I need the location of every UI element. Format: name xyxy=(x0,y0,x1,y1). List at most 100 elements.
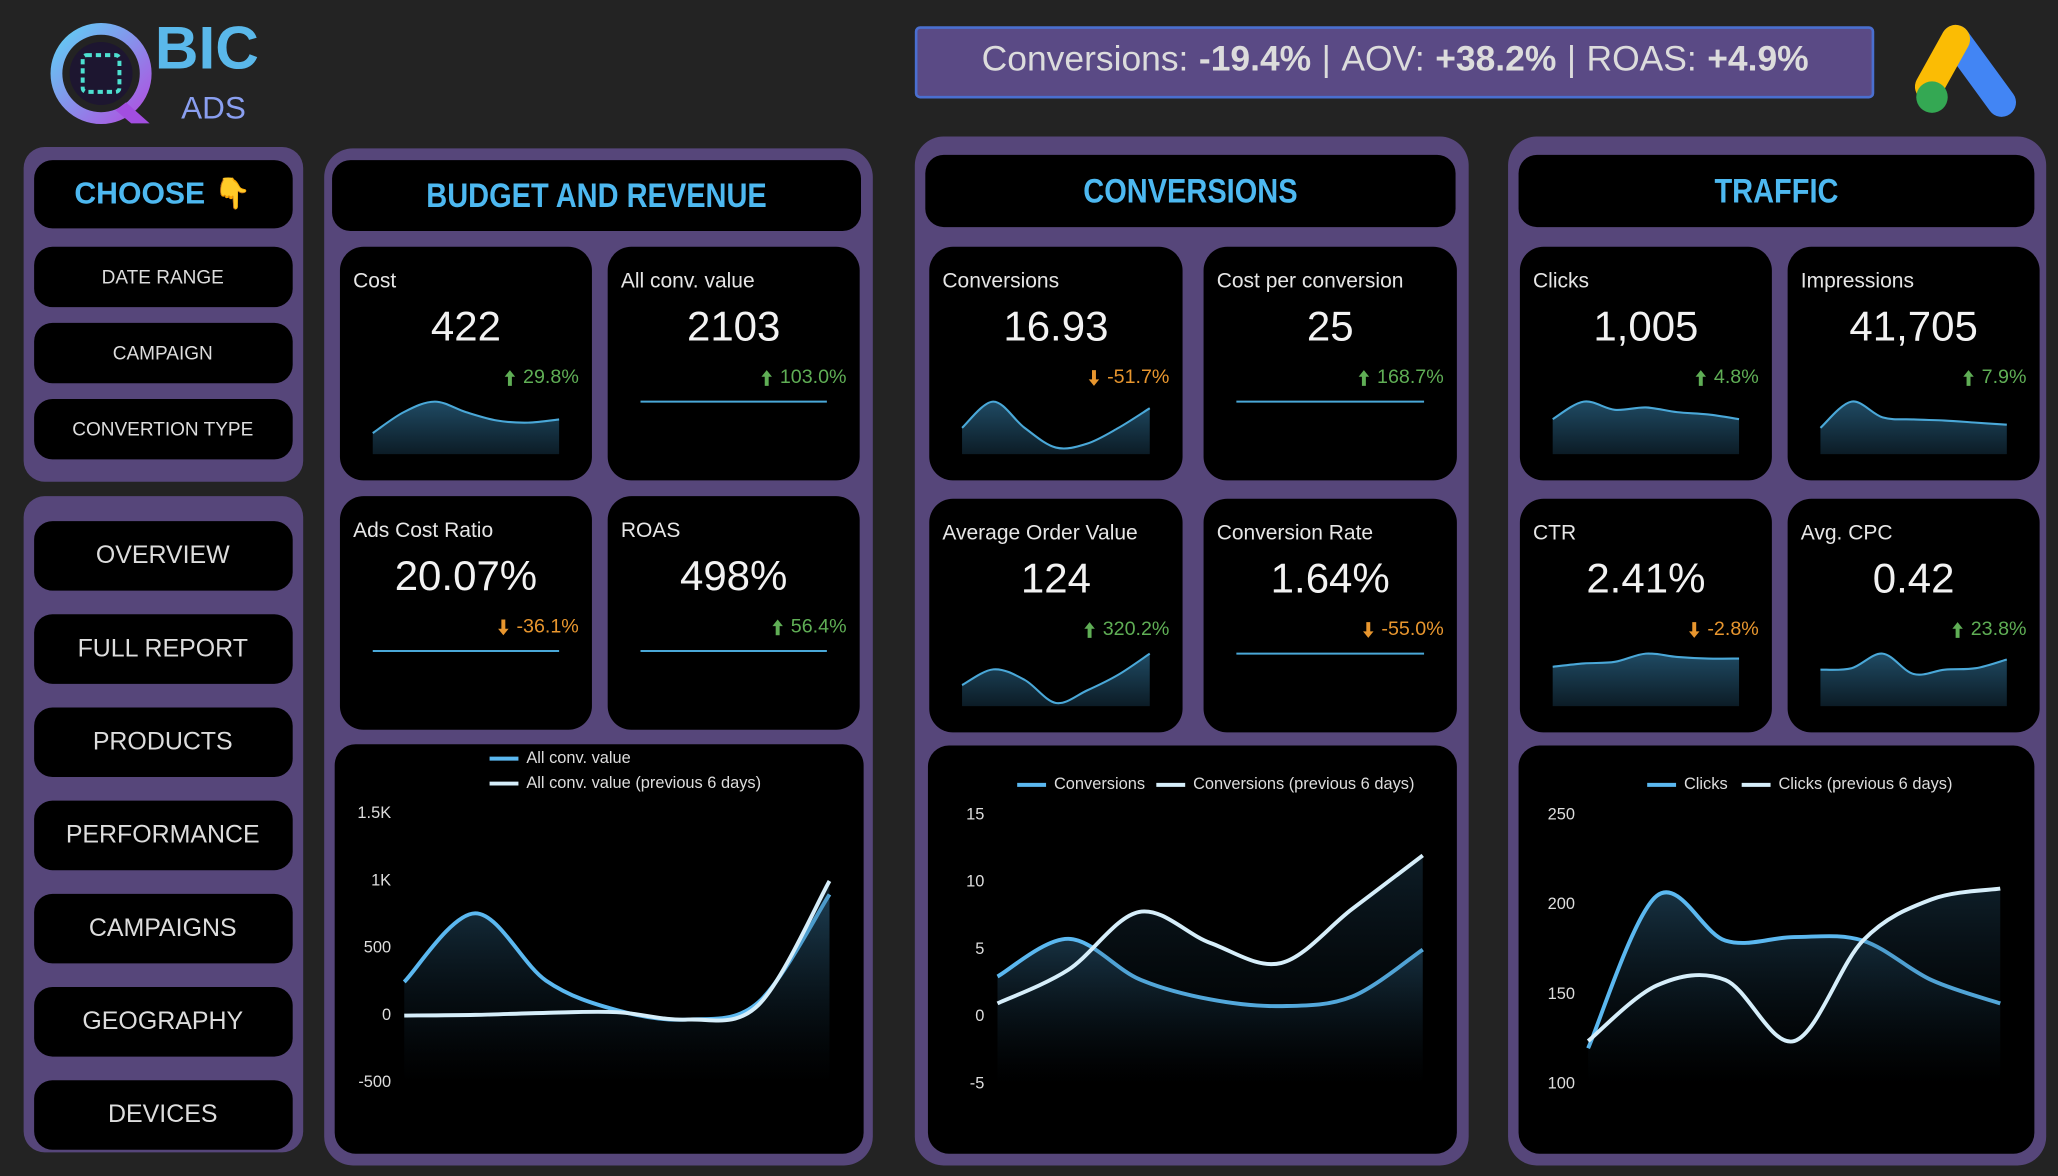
section-title: TRAFFIC xyxy=(1714,171,1838,210)
kpi-change: -36.1% xyxy=(516,616,578,638)
kpi-label: Cost xyxy=(353,270,396,293)
y-tick-label: 250 xyxy=(1548,805,1575,823)
choose-title: CHOOSE 👇 xyxy=(74,177,251,212)
filter-panel xyxy=(23,147,304,482)
nav-button[interactable] xyxy=(34,893,293,964)
nav-button[interactable] xyxy=(34,707,293,777)
choose-box xyxy=(34,160,293,229)
y-tick-label: 500 xyxy=(364,939,391,957)
nav-button[interactable] xyxy=(34,1080,293,1150)
kpi-change: 56.4% xyxy=(791,616,847,638)
kpi-change: 4.8% xyxy=(1714,366,1759,388)
banner-value: -19.4% xyxy=(1199,39,1311,79)
nav-label[interactable]: FULL REPORT xyxy=(78,634,248,662)
nav-button[interactable] xyxy=(34,800,293,871)
nav-button[interactable] xyxy=(34,521,293,591)
series-line xyxy=(1586,886,2001,1044)
y-tick-label: -5 xyxy=(970,1074,985,1092)
kpi-label: Average Order Value xyxy=(942,522,1137,545)
kpi-value: 1.64% xyxy=(1271,555,1390,602)
series-line xyxy=(404,880,832,1023)
section-title: CONVERSIONS xyxy=(1083,171,1297,210)
kpi-label: Ads Cost Ratio xyxy=(353,519,493,542)
y-tick-label: 1.5K xyxy=(357,804,391,822)
nav-label[interactable]: OVERVIEW xyxy=(96,541,230,569)
kpi-label: CTR xyxy=(1533,522,1576,545)
filter-label[interactable]: CONVERTION TYPE xyxy=(72,420,253,441)
kpi-value: 41,705 xyxy=(1849,303,1977,350)
legend-label: All conv. value (previous 6 days) xyxy=(526,774,761,792)
legend-label: Clicks xyxy=(1684,775,1728,793)
banner-value: +4.9% xyxy=(1707,39,1808,79)
nav-label[interactable]: PERFORMANCE xyxy=(66,821,260,849)
filter-button[interactable] xyxy=(34,322,293,384)
kpi-change: -51.7% xyxy=(1107,366,1169,388)
banner-value: +38.2% xyxy=(1435,39,1556,79)
change-arrow xyxy=(772,619,783,636)
kpi-value: 0.42 xyxy=(1873,555,1955,602)
separator: | xyxy=(1322,39,1331,79)
kpi-label: Conversions xyxy=(942,270,1059,293)
change-arrow xyxy=(1695,370,1707,386)
change-arrow xyxy=(761,370,772,386)
y-tick-label: 150 xyxy=(1548,985,1575,1003)
kpi-label: Conversion Rate xyxy=(1217,522,1373,545)
series-area xyxy=(997,855,1423,1085)
kpi-value: 2103 xyxy=(687,303,780,350)
filter-label[interactable]: DATE RANGE xyxy=(102,267,224,288)
kpi-change: 29.8% xyxy=(523,366,579,388)
kpi-value: 20.07% xyxy=(395,552,537,599)
sparkline-area xyxy=(962,401,1150,455)
kpi-label: ROAS xyxy=(621,519,681,542)
change-arrow xyxy=(498,619,509,636)
sparkline-area xyxy=(372,401,560,455)
kpi-card xyxy=(1203,246,1457,481)
separator: | xyxy=(1567,39,1576,79)
nav-label[interactable]: CAMPAIGNS xyxy=(89,914,237,942)
y-tick-label: 200 xyxy=(1548,895,1575,913)
legend-label: Clicks (previous 6 days) xyxy=(1778,775,1952,793)
kpi-label: Impressions xyxy=(1801,270,1914,293)
change-arrow xyxy=(1084,622,1095,638)
banner-label: Conversions: xyxy=(982,39,1189,79)
kpi-change: -2.8% xyxy=(1707,618,1758,640)
kpi-label: Cost per conversion xyxy=(1217,270,1404,293)
y-tick-label: 0 xyxy=(382,1006,391,1024)
kpi-label: Clicks xyxy=(1533,270,1589,293)
change-arrow xyxy=(1963,370,1974,386)
filter-button[interactable] xyxy=(34,399,293,460)
series-area xyxy=(1588,888,2001,1085)
nav-button[interactable] xyxy=(34,614,293,684)
nav-label[interactable]: GEOGRAPHY xyxy=(82,1007,243,1035)
nav-label[interactable]: PRODUCTS xyxy=(93,727,233,755)
logo: BIC ADS xyxy=(50,13,259,126)
nav-label[interactable]: DEVICES xyxy=(108,1100,217,1128)
kpi-change: 7.9% xyxy=(1982,366,2027,388)
y-tick-label: 1K xyxy=(371,871,391,889)
kpi-value: 25 xyxy=(1307,303,1354,350)
banner-text: Conversions: -19.4% | AOV: +38.2% | ROAS: +4.9% xyxy=(982,39,1809,79)
sparkline-area xyxy=(1820,653,2007,707)
sparkline xyxy=(1819,400,2007,429)
sparkline-area xyxy=(1552,401,1740,455)
sparkline xyxy=(1820,652,2008,676)
google-ads-logo xyxy=(1914,24,2016,117)
sparkline xyxy=(372,400,560,434)
y-tick-label: 100 xyxy=(1548,1074,1575,1092)
nav-button[interactable] xyxy=(34,987,293,1057)
sparkline xyxy=(961,652,1151,705)
kpi-value: 498% xyxy=(680,552,787,599)
kpi-label: All conv. value xyxy=(621,270,755,293)
section-title-box xyxy=(925,154,1456,228)
kpi-change: 23.8% xyxy=(1971,618,2027,640)
kpi-change: 168.7% xyxy=(1377,366,1444,388)
kpi-card xyxy=(1203,498,1457,733)
filter-label[interactable]: CAMPAIGN xyxy=(113,343,213,364)
legend-label: Conversions xyxy=(1054,775,1145,793)
sparkline-area xyxy=(962,653,1150,707)
filter-button[interactable] xyxy=(34,246,293,308)
sparkline xyxy=(1552,400,1740,421)
banner-label: ROAS: xyxy=(1587,39,1697,79)
